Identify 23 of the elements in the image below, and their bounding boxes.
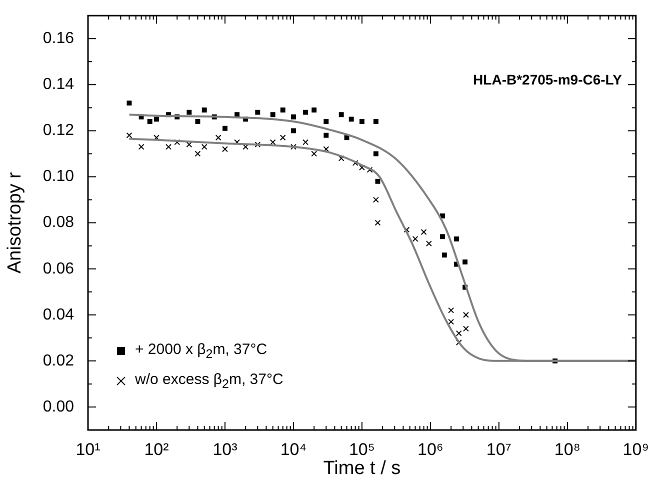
legend-label: w/o excess β$_{2}$m, 37°C [135, 371, 284, 391]
y-tick-label: 0.02 [42, 352, 74, 370]
x-tick-label: 10⁵ [348, 440, 375, 459]
y-tick-label: 0.12 [42, 122, 74, 140]
x-tick-label: 10⁷ [486, 440, 512, 459]
x-tick-label: 10³ [212, 440, 238, 459]
x-tick-label: 10⁴ [280, 440, 307, 459]
y-tick-label: 0.16 [42, 30, 74, 48]
y-tick-label: 0.04 [42, 306, 74, 324]
y-tick-label: 0.10 [42, 168, 74, 186]
y-tick-label: 0.14 [42, 76, 74, 94]
annotation: HLA-B*2705-m9-C6-LY [473, 71, 623, 88]
x-tick-label: 10² [144, 440, 170, 459]
x-axis-title: Time t / s [323, 458, 401, 479]
y-tick-label: 0.00 [42, 398, 74, 416]
x-tick-label: 10⁸ [554, 440, 580, 459]
legend-label: + 2000 x β$_{2}$m, 37°C [135, 341, 268, 361]
y-tick-label: 0.06 [42, 260, 74, 278]
x-tick-label: 10⁶ [417, 440, 444, 459]
y-axis-title: Anisotropy r [4, 171, 26, 274]
x-tick-label: 10⁹ [622, 440, 650, 459]
y-tick-label: 0.08 [42, 214, 74, 232]
x-tick-label: 10¹ [76, 440, 101, 459]
